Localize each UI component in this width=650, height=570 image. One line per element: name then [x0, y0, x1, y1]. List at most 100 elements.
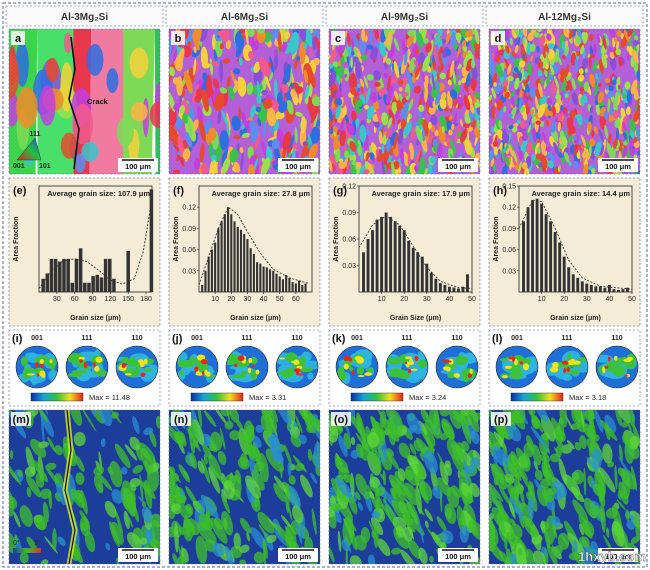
pole-contour — [40, 364, 44, 368]
ebsd-grain — [616, 41, 620, 50]
x-tick-label: 60 — [71, 296, 79, 303]
pole-contour — [566, 367, 570, 373]
ebsd-grain — [503, 146, 507, 154]
kam-streak — [470, 457, 480, 468]
ebsd-grain — [457, 80, 462, 86]
kam-streak — [461, 416, 472, 444]
histogram-bar — [256, 262, 259, 292]
kam-streak — [195, 535, 208, 564]
ebsd-grain — [608, 46, 614, 53]
pole-contour — [201, 370, 205, 375]
kam-streak — [203, 410, 217, 428]
pole-figure-label: 110 — [451, 335, 462, 342]
kam-streak — [33, 515, 46, 530]
ebsd-grain — [587, 121, 592, 132]
ebsd-grain — [130, 102, 148, 122]
ebsd-grain — [514, 44, 519, 54]
kam-streak — [273, 530, 287, 546]
ebsd-grain — [580, 45, 585, 55]
kam-streak — [70, 488, 86, 508]
kam-streak — [196, 501, 203, 511]
ebsd-grain — [491, 105, 496, 120]
pole-contour — [97, 369, 107, 377]
scalebar-box — [278, 158, 318, 172]
kam-streak — [440, 432, 450, 441]
ebsd-grain — [537, 70, 543, 77]
ebsd-grain — [613, 36, 618, 44]
scalebar-box — [438, 548, 478, 562]
pole-contour — [230, 374, 246, 379]
grain-size-chart: 10 20 30 40 50 0.03 0.06 0.09 0.12 Grain Size (μm… — [328, 177, 481, 327]
ebsd-grain — [398, 79, 404, 86]
ebsd-grain — [593, 126, 598, 135]
pole-contour — [290, 361, 299, 364]
histogram-bar — [246, 239, 249, 292]
ebsd-grain — [276, 92, 283, 105]
ebsd-grain — [194, 157, 201, 171]
pole-contour — [455, 357, 462, 365]
ebsd-grain — [633, 154, 638, 159]
histogram-bar — [103, 258, 108, 292]
ebsd-grain — [402, 92, 409, 97]
kam-streak — [606, 527, 610, 534]
panel-letter: (f) — [173, 185, 184, 197]
ebsd-grain — [569, 110, 576, 118]
kam-streak — [418, 483, 429, 504]
ebsd-grain — [548, 74, 554, 81]
ebsd-grain — [313, 57, 320, 66]
kam-streak — [245, 475, 262, 499]
kam-streak — [557, 532, 570, 550]
kam-streak — [394, 470, 405, 487]
kam-streak — [574, 441, 582, 451]
ebsd-grain — [501, 166, 506, 174]
ebsd-grain — [335, 91, 343, 100]
ebsd-grain — [608, 85, 614, 92]
ebsd-grain — [381, 112, 389, 126]
kam-streak — [183, 515, 191, 538]
ebsd-grain — [523, 92, 528, 100]
ebsd-grain — [240, 153, 244, 171]
kam-streak — [251, 469, 265, 491]
ebsd-grain — [590, 54, 596, 59]
ebsd-grain — [588, 33, 594, 42]
ebsd-grain — [591, 130, 595, 138]
kam-streak — [368, 491, 375, 500]
kam-streak — [349, 555, 362, 564]
ebsd-grain — [457, 37, 461, 44]
ebsd-grain — [399, 148, 405, 165]
kam-streak — [97, 472, 113, 491]
kam-streak — [554, 432, 565, 452]
histogram-bar — [393, 221, 397, 292]
ebsd-grain — [618, 56, 623, 68]
ebsd-grain — [435, 92, 441, 106]
ebsd-grain — [335, 103, 342, 120]
kam-streak — [467, 492, 472, 501]
ebsd-grain — [489, 52, 492, 59]
ebsd-grain — [589, 73, 596, 88]
kam-map-panel: (o) 100 μm — [328, 409, 481, 565]
kam-streak — [568, 552, 581, 561]
ebsd-grain — [81, 141, 99, 162]
ebsd-grain — [525, 84, 530, 93]
pole-contour — [78, 356, 85, 360]
kam-streak — [265, 418, 278, 434]
histogram-bar — [74, 258, 79, 292]
x-tick-label: 30 — [53, 296, 61, 303]
ebsd-grain — [233, 134, 241, 140]
ebsd-grain — [506, 29, 510, 40]
scalebar-box — [598, 548, 638, 562]
ebsd-grain — [596, 33, 601, 44]
kam-streak — [355, 491, 361, 501]
histogram-bar — [553, 231, 557, 292]
pole-contour — [93, 361, 96, 368]
ebsd-grain — [413, 59, 417, 66]
kam-streak — [498, 485, 511, 506]
ebsd-grain — [489, 72, 493, 87]
kam-streak — [594, 410, 604, 433]
ebsd-grain — [298, 29, 307, 42]
ebsd-grain — [580, 143, 585, 150]
kam-streak — [462, 410, 466, 421]
ebsd-maps-row: Crack 111 001 101 a 100 μm b 100 μm c 100 μm d 100 … — [8, 28, 641, 175]
ebsd-grain — [575, 50, 581, 57]
x-tick-label: 40 — [260, 296, 268, 303]
